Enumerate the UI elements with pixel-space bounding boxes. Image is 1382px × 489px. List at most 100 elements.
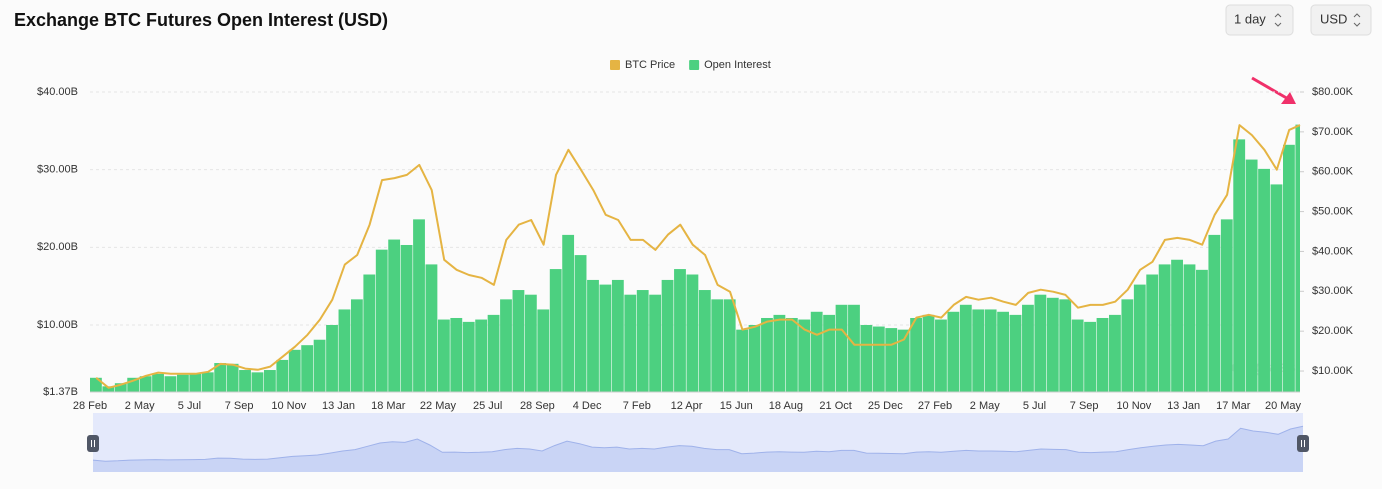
y-tick-label: $20.00B bbox=[37, 241, 78, 253]
bar bbox=[1245, 159, 1258, 392]
bar bbox=[1283, 144, 1295, 392]
bar bbox=[1109, 314, 1121, 392]
bar bbox=[90, 377, 102, 392]
navigator-handle[interactable] bbox=[87, 435, 99, 452]
bar bbox=[1046, 297, 1059, 392]
bar bbox=[910, 317, 923, 392]
x-tick-label: 7 Sep bbox=[1070, 400, 1099, 412]
arrow-head bbox=[1281, 92, 1296, 104]
select-label[interactable]: 1 day bbox=[1234, 11, 1266, 26]
navigator-line bbox=[92, 425, 1304, 462]
bar bbox=[537, 309, 550, 392]
y2-tick-label: $50.00K bbox=[1312, 205, 1354, 217]
bar bbox=[363, 274, 376, 392]
y2-tick-label: $40.00K bbox=[1312, 245, 1354, 257]
bar bbox=[897, 329, 910, 392]
select-box[interactable] bbox=[1310, 4, 1372, 36]
y2-tick-label: $80.00K bbox=[1312, 86, 1354, 98]
handle-box[interactable] bbox=[87, 435, 99, 452]
select-label[interactable]: USD bbox=[1320, 11, 1347, 26]
navigator-handle[interactable] bbox=[1297, 435, 1309, 452]
x-tick-label: 4 Dec bbox=[573, 400, 602, 412]
bar bbox=[723, 299, 736, 392]
bar bbox=[823, 314, 836, 392]
bar bbox=[437, 319, 450, 392]
x-tick-label: 10 Nov bbox=[271, 400, 306, 412]
bar bbox=[301, 345, 314, 392]
bar bbox=[761, 317, 773, 392]
bar bbox=[562, 234, 575, 392]
bar bbox=[139, 376, 152, 392]
bar bbox=[686, 274, 699, 392]
bar bbox=[201, 372, 214, 392]
y-tick-label: $1.37B bbox=[43, 386, 78, 398]
bar bbox=[524, 294, 537, 392]
select-caret bbox=[1353, 13, 1361, 27]
legend-swatch bbox=[689, 60, 700, 70]
bar bbox=[810, 311, 823, 392]
bar bbox=[512, 290, 525, 392]
bar bbox=[1121, 299, 1134, 392]
x-tick-label: 13 Jan bbox=[1167, 400, 1200, 412]
bar bbox=[276, 359, 289, 392]
bar bbox=[226, 363, 239, 392]
x-tick-label: 22 May bbox=[420, 400, 457, 412]
bar bbox=[239, 370, 251, 392]
bar bbox=[388, 239, 401, 392]
bar bbox=[1183, 264, 1196, 392]
bar bbox=[1022, 304, 1034, 392]
chart-title: Exchange BTC Futures Open Interest (USD) bbox=[14, 10, 388, 30]
bar bbox=[835, 304, 848, 392]
x-tick-label: 2 May bbox=[125, 400, 155, 412]
x-tick-label: 13 Jan bbox=[322, 400, 355, 412]
bar bbox=[674, 269, 686, 392]
x-tick-label: 12 Apr bbox=[671, 400, 703, 412]
bar bbox=[214, 363, 227, 392]
x-tick-label: 15 Jun bbox=[720, 400, 753, 412]
bar bbox=[450, 317, 463, 392]
bar bbox=[611, 279, 624, 392]
y2-tick-label: $10.00K bbox=[1312, 365, 1354, 377]
bar bbox=[487, 314, 500, 392]
y-tick-label: $30.00B bbox=[37, 164, 78, 176]
bar bbox=[500, 299, 512, 392]
bar bbox=[636, 290, 649, 392]
y-tick-label: $10.00B bbox=[37, 319, 78, 331]
x-tick-label: 10 Nov bbox=[1116, 400, 1151, 412]
bar bbox=[1059, 299, 1072, 392]
bar bbox=[164, 376, 177, 392]
bar bbox=[1009, 314, 1022, 392]
bar bbox=[972, 309, 985, 392]
bar bbox=[773, 314, 786, 392]
bar bbox=[848, 304, 860, 392]
x-tick-label: 17 Mar bbox=[1216, 400, 1251, 412]
interval-select[interactable]: 1 day bbox=[1225, 4, 1294, 36]
x-tick-label: 20 May bbox=[1265, 400, 1302, 412]
bar bbox=[1084, 321, 1096, 392]
bar bbox=[263, 370, 276, 392]
select-box[interactable] bbox=[1225, 4, 1294, 36]
handle-box[interactable] bbox=[1297, 435, 1309, 452]
currency-select[interactable]: USD bbox=[1310, 4, 1372, 36]
bar bbox=[425, 264, 438, 392]
y2-tick-label: $20.00K bbox=[1312, 325, 1354, 337]
bar bbox=[350, 299, 363, 392]
bar bbox=[1208, 234, 1221, 392]
bar bbox=[959, 304, 972, 392]
bar bbox=[935, 319, 947, 392]
price-line bbox=[95, 124, 1301, 389]
bar bbox=[127, 377, 140, 392]
bar bbox=[1171, 259, 1183, 392]
x-tick-label: 28 Sep bbox=[520, 400, 555, 412]
bar bbox=[375, 249, 388, 392]
bar bbox=[661, 279, 674, 392]
bar bbox=[288, 349, 301, 392]
bar bbox=[251, 372, 264, 392]
bar bbox=[1270, 184, 1283, 392]
bar bbox=[326, 324, 338, 392]
bar bbox=[1071, 319, 1084, 392]
bar bbox=[649, 294, 662, 392]
x-tick-label: 18 Aug bbox=[769, 400, 803, 412]
